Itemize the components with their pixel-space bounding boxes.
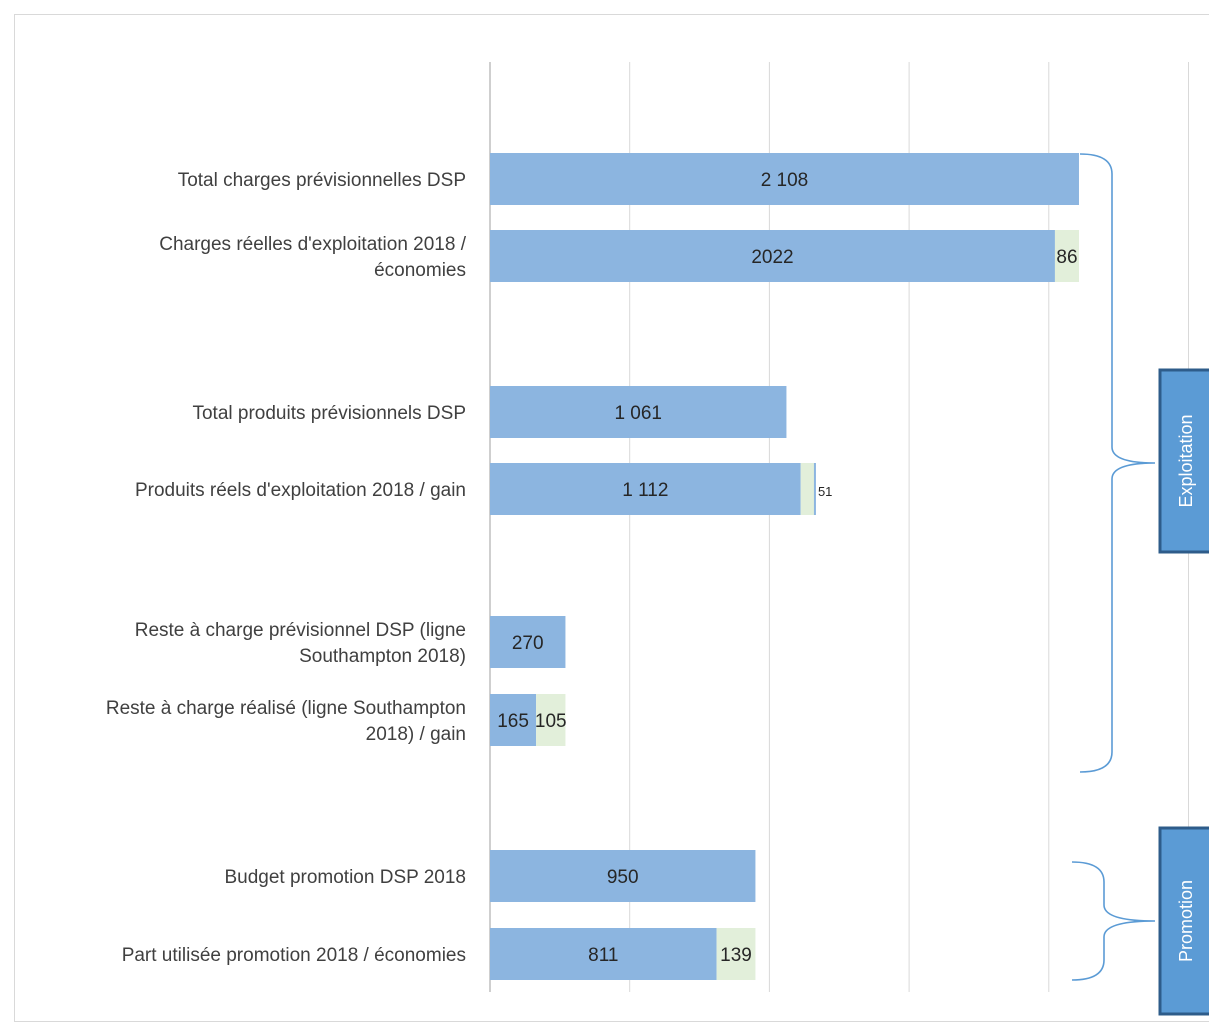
- category-label: économies: [374, 260, 466, 281]
- bar-primary: [490, 386, 787, 438]
- exploitation-group-box: [1158, 368, 1209, 554]
- bar-difference: [800, 463, 815, 515]
- bar-primary: [490, 850, 756, 902]
- data-label: 270: [512, 633, 544, 654]
- bar-primary: [490, 616, 566, 668]
- bar-primary: [490, 230, 1055, 282]
- category-label: Part utilisée promotion 2018 / économies: [122, 945, 466, 966]
- data-label: 165: [497, 711, 529, 732]
- promotion-brace: [1071, 861, 1156, 981]
- category-label: Total charges prévisionnelles DSP: [178, 170, 466, 191]
- bar-difference: [716, 928, 756, 980]
- bar-difference: [1054, 230, 1079, 282]
- category-label: 2018) / gain: [366, 724, 466, 745]
- category-label: Budget promotion DSP 2018: [224, 867, 466, 888]
- data-label: 950: [607, 867, 639, 888]
- category-label: Produits réels d'exploitation 2018 / gai…: [135, 480, 466, 501]
- bar-primary: [490, 928, 717, 980]
- bar-primary: [490, 694, 537, 746]
- data-label: 51: [818, 484, 832, 499]
- bar-primary: [490, 153, 1079, 205]
- exploitation-group-label: Exploitation: [1176, 414, 1196, 507]
- data-label: 1 112: [622, 480, 668, 501]
- category-label: Total produits prévisionnels DSP: [192, 403, 466, 424]
- data-label: 86: [1056, 247, 1077, 268]
- data-label: 811: [588, 945, 618, 966]
- bar-primary: [490, 463, 801, 515]
- data-label: 2 108: [761, 170, 809, 191]
- category-label: Charges réelles d'exploitation 2018 /: [159, 234, 466, 255]
- data-label: 1 061: [614, 403, 662, 424]
- category-label: Southampton 2018): [299, 646, 466, 667]
- promotion-group-box: [1158, 826, 1209, 1016]
- category-label: Reste à charge prévisionnel DSP (ligne: [135, 620, 466, 641]
- exploitation-brace: [1079, 153, 1156, 773]
- data-label: 139: [720, 945, 752, 966]
- data-label: 2022: [751, 247, 793, 268]
- promotion-group-label: Promotion: [1176, 880, 1196, 962]
- bar-difference: [536, 694, 566, 746]
- category-label: Reste à charge réalisé (ligne Southampto…: [106, 698, 466, 719]
- data-label: 105: [535, 711, 567, 732]
